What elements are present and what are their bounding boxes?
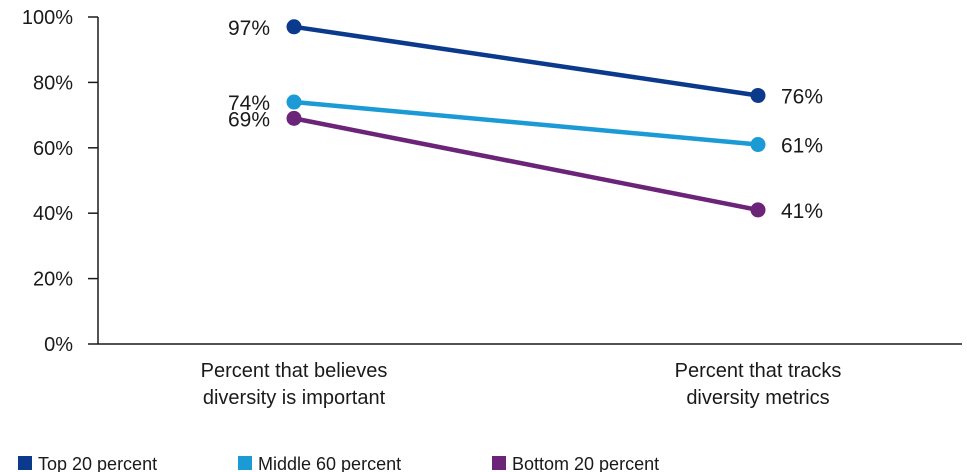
legend-swatch: [492, 456, 506, 470]
y-tick-label: 100%: [22, 7, 73, 29]
series-0: [286, 19, 766, 103]
y-tick-label: 80%: [33, 72, 73, 94]
data-label: 69%: [228, 108, 270, 131]
data-point: [750, 202, 766, 218]
data-label: 74%: [228, 92, 270, 115]
series-layer: [286, 19, 766, 218]
y-tick-label: 0%: [44, 334, 73, 356]
y-axis: 0% 20% 40% 60% 80% 100%: [22, 7, 99, 356]
legend-item: Middle 60 percent: [238, 454, 401, 472]
category-label-line: diversity is important: [203, 387, 386, 409]
category-label-line: Percent that believes: [201, 360, 388, 382]
legend-swatch: [18, 456, 32, 470]
data-point: [286, 110, 302, 126]
data-labels: 97% 76% 74% 61% 69% 41%: [228, 17, 823, 223]
y-tick-label: 60%: [33, 138, 73, 160]
y-tick-label: 20%: [33, 269, 73, 291]
series-1: [286, 94, 766, 153]
x-axis: Percent that believes diversity is import…: [98, 343, 962, 409]
data-label: 97%: [228, 17, 270, 40]
y-tick-label: 40%: [33, 203, 73, 225]
legend-label: Bottom 20 percent: [512, 454, 659, 472]
category-label: Percent that believes diversity is import…: [201, 360, 388, 409]
data-point: [750, 137, 766, 153]
series-line: [291, 116, 761, 213]
series-2: [286, 110, 766, 218]
series-line: [291, 99, 761, 147]
series-line: [291, 24, 761, 98]
category-label: Percent that tracks diversity metrics: [675, 360, 842, 409]
legend-swatch: [238, 456, 252, 470]
category-label-line: Percent that tracks: [675, 360, 842, 382]
category-label-line: diversity metrics: [686, 387, 829, 409]
data-label: 61%: [781, 135, 823, 158]
legend-item: Top 20 percent: [18, 454, 157, 472]
data-point: [750, 87, 766, 103]
data-point: [286, 94, 302, 110]
legend-label: Middle 60 percent: [258, 454, 401, 472]
legend-item: Bottom 20 percent: [492, 454, 659, 472]
data-label: 41%: [781, 200, 823, 223]
data-label: 76%: [781, 85, 823, 108]
legend: Top 20 percent Middle 60 percent Bottom 20…: [18, 454, 659, 472]
legend-label: Top 20 percent: [38, 454, 157, 472]
data-point: [286, 19, 302, 35]
